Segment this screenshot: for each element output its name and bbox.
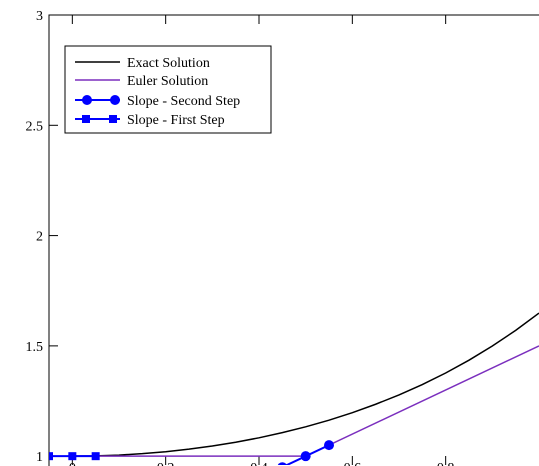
data-point-slope-second-step (324, 440, 334, 451)
data-point-slope-first-step (91, 452, 100, 461)
legend-label-second-step: Slope - Second Step (127, 94, 240, 109)
data-point-slope-second-step (277, 462, 287, 465)
x-tick-label: 0.4 (250, 461, 268, 466)
x-tick-label: 0.8 (437, 461, 455, 466)
y-tick-label: 2 (36, 230, 43, 245)
plot-frame (48, 14, 539, 466)
legend-marker-circle-right (110, 95, 120, 105)
y-tick-label: 1.5 (26, 340, 44, 355)
x-tick-label: 0.6 (344, 461, 362, 466)
x-tick-label: 0 (69, 461, 76, 466)
y-tick-label: 1 (36, 450, 43, 465)
data-point-slope-first-step (68, 452, 77, 461)
legend-marker-square-left (82, 115, 90, 123)
x-tick-label: 0.2 (157, 461, 175, 466)
series-line-exact-solution (72, 312, 539, 457)
legend-marker-circle-left (82, 95, 92, 105)
legend-marker-square-right (109, 115, 117, 123)
legend: Exact Solution Euler Solution Slope - Se… (64, 45, 272, 134)
series-line-euler-solution (72, 345, 539, 457)
data-point-slope-first-step (49, 452, 53, 461)
y-axis: 1 1.5 2 2.5 3 (26, 9, 58, 465)
data-point-slope-second-step (300, 451, 311, 462)
y-tick-label: 3 (36, 9, 43, 24)
legend-label-exact-solution: Exact Solution (127, 56, 210, 71)
y-tick-label: 2.5 (26, 119, 44, 134)
legend-label-euler-solution: Euler Solution (127, 74, 208, 89)
series-layer (49, 312, 539, 465)
x-axis: 0 0.2 0.4 0.6 0.8 (69, 15, 455, 466)
legend-label-first-step: Slope - First Step (127, 113, 225, 128)
